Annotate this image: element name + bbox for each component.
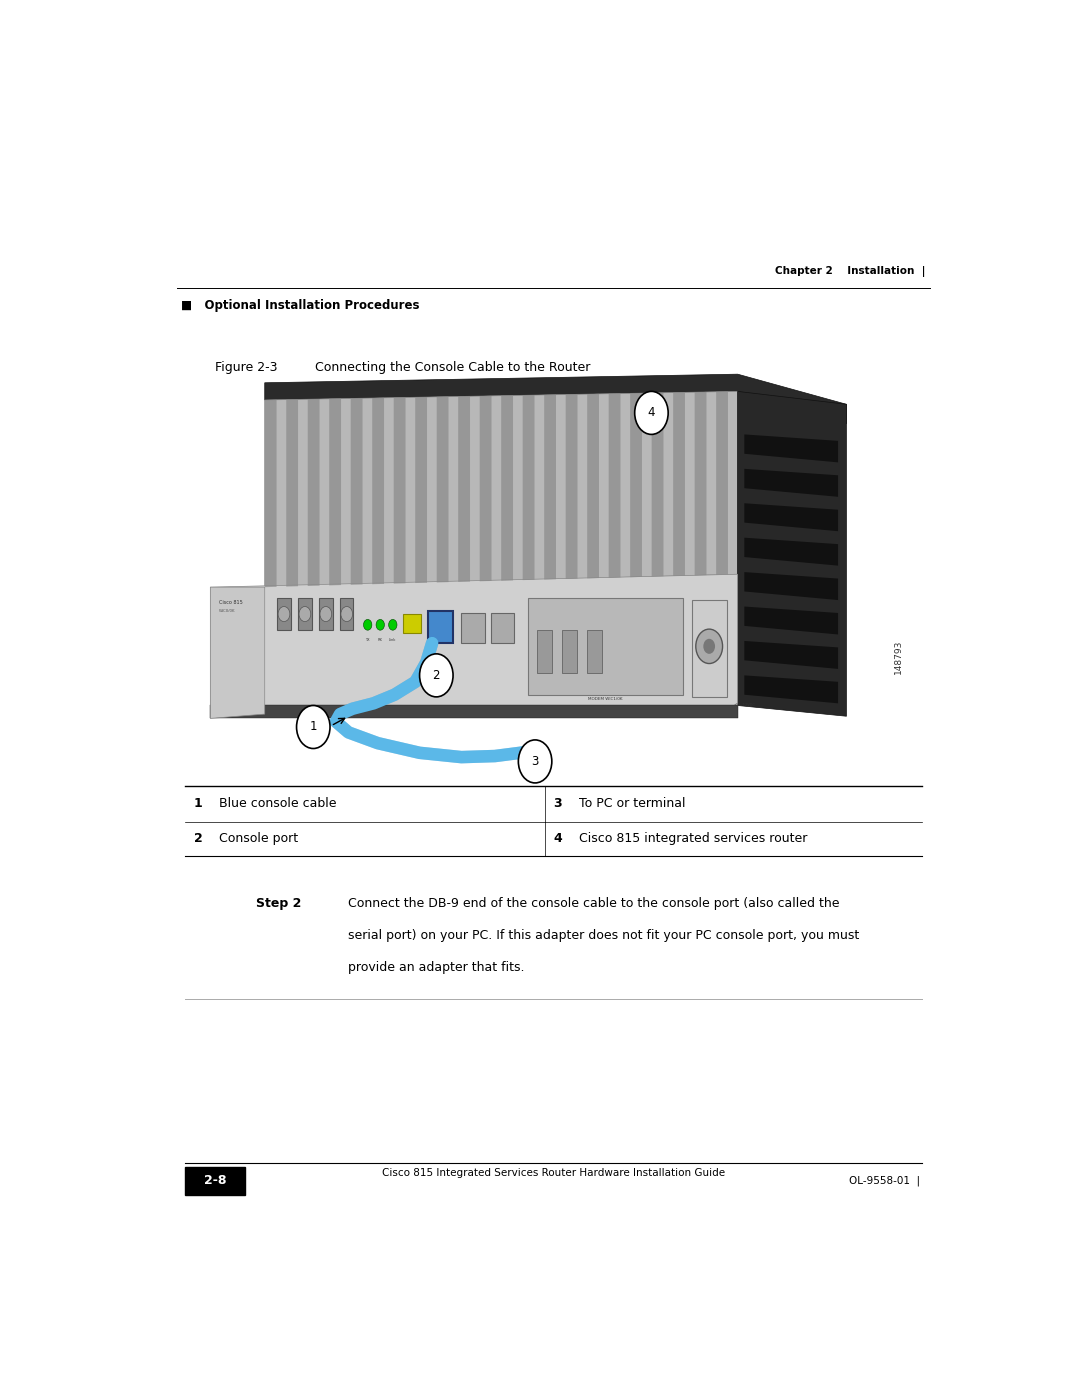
FancyBboxPatch shape <box>461 613 485 643</box>
Text: 3: 3 <box>554 798 562 810</box>
Polygon shape <box>744 606 838 634</box>
Circle shape <box>703 638 715 654</box>
Text: Connect the DB-9 end of the console cable to the console port (also called the: Connect the DB-9 end of the console cabl… <box>349 897 840 909</box>
Polygon shape <box>298 598 312 630</box>
Circle shape <box>297 705 330 749</box>
Polygon shape <box>744 434 838 462</box>
Text: provide an adapter that fits.: provide an adapter that fits. <box>349 961 525 975</box>
Polygon shape <box>744 641 838 669</box>
Polygon shape <box>373 398 384 584</box>
Circle shape <box>341 606 352 622</box>
Text: To PC or terminal: To PC or terminal <box>579 798 685 810</box>
FancyBboxPatch shape <box>403 615 421 633</box>
Polygon shape <box>744 538 838 566</box>
FancyBboxPatch shape <box>588 630 602 673</box>
Text: MODEM WIC1/0K: MODEM WIC1/0K <box>589 697 623 701</box>
Polygon shape <box>694 393 706 576</box>
Polygon shape <box>458 397 470 583</box>
Text: Link: Link <box>389 637 396 641</box>
Polygon shape <box>744 573 838 601</box>
Circle shape <box>696 629 723 664</box>
Text: +12,-12VDC: +12,-12VDC <box>733 703 755 707</box>
FancyBboxPatch shape <box>428 610 454 643</box>
Polygon shape <box>566 394 578 578</box>
Text: Figure 2-3: Figure 2-3 <box>215 362 276 374</box>
Polygon shape <box>744 469 838 497</box>
Text: 2: 2 <box>193 833 202 845</box>
Polygon shape <box>329 398 341 585</box>
FancyBboxPatch shape <box>490 613 514 643</box>
Polygon shape <box>501 395 513 581</box>
Circle shape <box>279 606 289 622</box>
Text: ■   Optional Installation Procedures: ■ Optional Installation Procedures <box>181 299 419 312</box>
FancyBboxPatch shape <box>186 1166 245 1194</box>
Text: 3: 3 <box>531 754 539 768</box>
Polygon shape <box>480 395 491 581</box>
Text: Step 2: Step 2 <box>256 897 301 909</box>
Circle shape <box>364 619 372 630</box>
Polygon shape <box>211 587 265 718</box>
Text: OL-9558-01  |: OL-9558-01 | <box>849 1176 920 1186</box>
FancyBboxPatch shape <box>562 630 577 673</box>
Circle shape <box>299 606 311 622</box>
FancyBboxPatch shape <box>528 598 684 694</box>
Polygon shape <box>351 398 363 585</box>
Polygon shape <box>320 598 333 630</box>
Text: Cisco 815 Integrated Services Router Hardware Installation Guide: Cisco 815 Integrated Services Router Har… <box>382 1168 725 1178</box>
Polygon shape <box>286 400 298 587</box>
Text: Chapter 2    Installation  |: Chapter 2 Installation | <box>775 267 926 278</box>
Circle shape <box>389 619 397 630</box>
FancyBboxPatch shape <box>537 630 552 673</box>
Polygon shape <box>265 374 847 423</box>
Polygon shape <box>211 574 738 705</box>
Polygon shape <box>738 391 847 717</box>
Text: Cisco 815: Cisco 815 <box>218 601 242 605</box>
Polygon shape <box>211 705 738 718</box>
Polygon shape <box>673 393 685 576</box>
Circle shape <box>635 391 669 434</box>
Text: RX: RX <box>378 637 382 641</box>
Polygon shape <box>744 675 838 703</box>
Text: Cisco 815 integrated services router: Cisco 815 integrated services router <box>579 833 807 845</box>
Polygon shape <box>278 598 291 630</box>
Text: serial port) on your PC. If this adapter does not fit your PC console port, you : serial port) on your PC. If this adapter… <box>349 929 860 942</box>
Text: 4: 4 <box>554 833 563 845</box>
Text: 2: 2 <box>433 669 440 682</box>
Text: 4: 4 <box>648 407 656 419</box>
FancyBboxPatch shape <box>691 601 727 697</box>
Circle shape <box>419 654 454 697</box>
Polygon shape <box>265 400 276 587</box>
Text: Console port: Console port <box>218 833 298 845</box>
Polygon shape <box>544 395 556 580</box>
Text: Connecting the Console Cable to the Router: Connecting the Console Cable to the Rout… <box>315 362 591 374</box>
Circle shape <box>320 606 332 622</box>
Polygon shape <box>630 393 642 577</box>
Polygon shape <box>609 394 621 578</box>
Polygon shape <box>588 394 599 578</box>
Polygon shape <box>265 391 738 587</box>
Circle shape <box>376 619 384 630</box>
Polygon shape <box>436 397 448 583</box>
Polygon shape <box>744 503 838 531</box>
Polygon shape <box>308 400 320 585</box>
Polygon shape <box>523 395 535 580</box>
Polygon shape <box>394 397 405 584</box>
Text: 2-8: 2-8 <box>204 1175 227 1187</box>
Text: TX: TX <box>365 637 370 641</box>
Text: Blue console cable: Blue console cable <box>218 798 336 810</box>
Text: 148793: 148793 <box>894 640 903 675</box>
Text: WIC0/0K: WIC0/0K <box>218 609 235 613</box>
Polygon shape <box>651 393 663 577</box>
Polygon shape <box>716 391 728 574</box>
Polygon shape <box>340 598 353 630</box>
Polygon shape <box>415 397 427 583</box>
Circle shape <box>518 740 552 782</box>
Text: 1: 1 <box>193 798 202 810</box>
Text: 1: 1 <box>310 721 318 733</box>
